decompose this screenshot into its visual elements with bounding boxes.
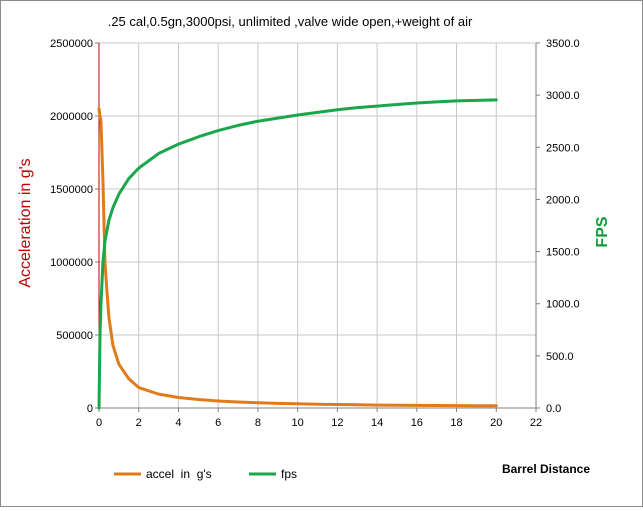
gridlines <box>99 42 537 408</box>
tick-labels: 0 2 4 6 8 10 12 14 16 18 20 22 0 500000 1000000 1500000… <box>50 38 579 429</box>
y2-tick-label: 3000.0 <box>546 90 580 102</box>
axes <box>95 42 540 412</box>
y2-tick-label: 1000.0 <box>546 299 580 311</box>
x-tick-label: 22 <box>530 417 542 429</box>
y2-tick-label: 1500.0 <box>546 247 580 259</box>
y-tick-label: 500000 <box>56 330 93 342</box>
y2-tick-label: 2000.0 <box>546 194 580 206</box>
x-tick-label: 12 <box>331 417 343 429</box>
chart-title: .25 cal,0.5gn,3000psi, unlimited ,valve … <box>108 14 473 29</box>
series-line-fps <box>97 98 498 410</box>
y-tick-label: 1500000 <box>50 184 93 196</box>
x-tick-label: 4 <box>175 417 181 429</box>
x-tick-label: 14 <box>371 417 383 429</box>
y-axis-title: Acceleration in g's <box>17 158 34 287</box>
legend-label-fps: fps <box>281 467 297 481</box>
y2-tick-label: 2500.0 <box>546 142 580 154</box>
x-tick-label: 2 <box>136 417 142 429</box>
legend-label-accel: accel in g's <box>146 467 212 481</box>
y-tick-label: 0 <box>87 403 93 415</box>
x-tick-label: 8 <box>255 417 261 429</box>
legend: accel in g's fps <box>114 467 297 481</box>
y-tick-label: 1000000 <box>50 257 93 269</box>
x-tick-label: 16 <box>411 417 423 429</box>
x-tick-label: 6 <box>215 417 221 429</box>
x-tick-label: 10 <box>292 417 304 429</box>
series-lines <box>97 98 498 410</box>
x-tick-label: 0 <box>96 417 102 429</box>
x-tick-label: 18 <box>450 417 462 429</box>
y-tick-label: 2500000 <box>50 38 93 50</box>
y-tick-label: 2000000 <box>50 111 93 123</box>
y2-axis-title: FPS <box>594 216 611 247</box>
x-tick-label: 20 <box>490 417 502 429</box>
x-axis-title: Barrel Distance <box>502 462 590 476</box>
y2-tick-label: 3500.0 <box>546 38 580 50</box>
series-line-accel <box>97 107 498 408</box>
y2-tick-label: 500.0 <box>546 351 574 363</box>
y2-tick-label: 0.0 <box>546 403 561 415</box>
